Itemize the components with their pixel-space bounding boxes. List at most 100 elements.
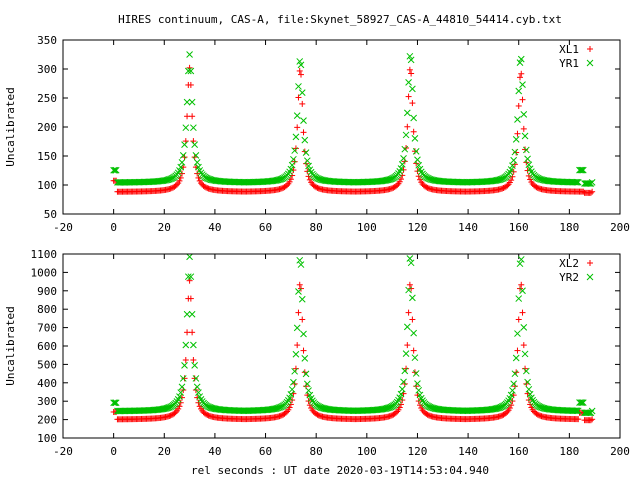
data-point <box>504 182 511 189</box>
data-point <box>424 184 431 191</box>
data-point <box>317 404 325 411</box>
data-point <box>422 183 429 190</box>
series-yr1 <box>110 51 596 187</box>
data-point <box>518 70 525 77</box>
x-tick-label: 160 <box>509 221 529 234</box>
legend-marker <box>587 46 593 52</box>
data-point <box>279 185 286 192</box>
data-point <box>509 162 516 170</box>
legend-label: YR2 <box>559 271 579 284</box>
x-tick-label: 120 <box>408 221 428 234</box>
data-point <box>284 182 291 189</box>
data-point <box>184 273 192 281</box>
x-tick-label: 20 <box>158 445 171 458</box>
data-point <box>520 111 528 118</box>
data-point <box>177 389 185 396</box>
data-point <box>493 404 501 412</box>
data-point <box>503 409 510 416</box>
data-point <box>519 287 526 295</box>
data-point <box>305 162 312 170</box>
data-point <box>192 152 200 159</box>
data-point <box>512 354 520 362</box>
x-tick-label: 40 <box>208 445 221 458</box>
data-point <box>303 380 311 388</box>
data-point <box>492 405 500 412</box>
data-point <box>300 330 307 338</box>
data-point <box>578 399 586 406</box>
data-point <box>404 342 411 349</box>
data-point <box>500 184 507 191</box>
data-point <box>511 161 518 168</box>
data-point <box>160 405 168 413</box>
data-point <box>290 155 297 163</box>
data-point <box>522 146 530 154</box>
data-point <box>287 165 295 173</box>
data-point <box>392 183 399 190</box>
data-point <box>295 83 302 90</box>
data-point <box>409 100 416 107</box>
data-point <box>178 159 186 166</box>
data-point <box>521 350 529 358</box>
data-point <box>408 285 415 292</box>
data-point <box>176 393 183 400</box>
data-point <box>534 411 541 418</box>
data-point <box>299 316 306 323</box>
series-yr2 <box>110 253 596 417</box>
x-tick-label: 180 <box>559 221 579 234</box>
data-point <box>516 59 524 66</box>
upper-panel: 50 100 150 200 250 300 350 -20 0 20 40 60 80 100 120 14… <box>4 34 630 234</box>
data-point <box>274 176 282 184</box>
data-point <box>411 354 419 362</box>
data-point <box>534 184 541 191</box>
data-point <box>291 367 299 375</box>
data-point <box>273 176 281 184</box>
data-point <box>172 182 179 189</box>
y-tick-label: 150 <box>37 150 57 163</box>
data-point <box>403 365 410 372</box>
data-point <box>403 323 411 331</box>
data-point <box>407 259 415 267</box>
data-point <box>311 183 318 190</box>
data-point <box>297 61 305 69</box>
data-point <box>533 410 540 417</box>
data-point <box>535 412 542 419</box>
data-point <box>193 383 201 391</box>
data-point <box>403 109 411 117</box>
data-point <box>296 256 304 264</box>
data-point <box>423 410 430 417</box>
data-point <box>574 407 582 415</box>
y-tick-label: 200 <box>37 414 57 427</box>
data-point <box>167 412 174 419</box>
y-tick-label: 350 <box>37 34 57 47</box>
data-point <box>389 185 396 192</box>
data-point <box>396 178 403 185</box>
data-point <box>207 404 215 412</box>
legend-label: YR1 <box>559 57 579 70</box>
data-point <box>414 380 421 387</box>
y-tick-label: 250 <box>37 92 57 105</box>
data-point <box>524 167 531 174</box>
data-point <box>587 189 594 196</box>
y-tick-label: 400 <box>37 377 57 390</box>
data-point <box>578 166 586 174</box>
data-point <box>292 350 300 358</box>
data-point <box>517 55 525 63</box>
data-point <box>179 375 187 382</box>
data-point <box>295 94 302 101</box>
data-point <box>426 175 434 183</box>
data-point <box>515 316 522 323</box>
data-point <box>575 416 582 423</box>
data-point <box>406 255 414 262</box>
data-point <box>574 178 582 186</box>
data-point <box>387 412 394 419</box>
data-point <box>187 273 195 281</box>
x-tick-label: 100 <box>357 221 377 234</box>
data-point <box>424 411 431 418</box>
data-point <box>526 390 534 398</box>
legend-marker <box>586 273 594 281</box>
y-tick-label: 200 <box>37 121 57 134</box>
data-point <box>524 378 531 386</box>
data-point <box>414 156 421 164</box>
data-point <box>573 407 581 415</box>
x-tick-label: 40 <box>208 221 221 234</box>
